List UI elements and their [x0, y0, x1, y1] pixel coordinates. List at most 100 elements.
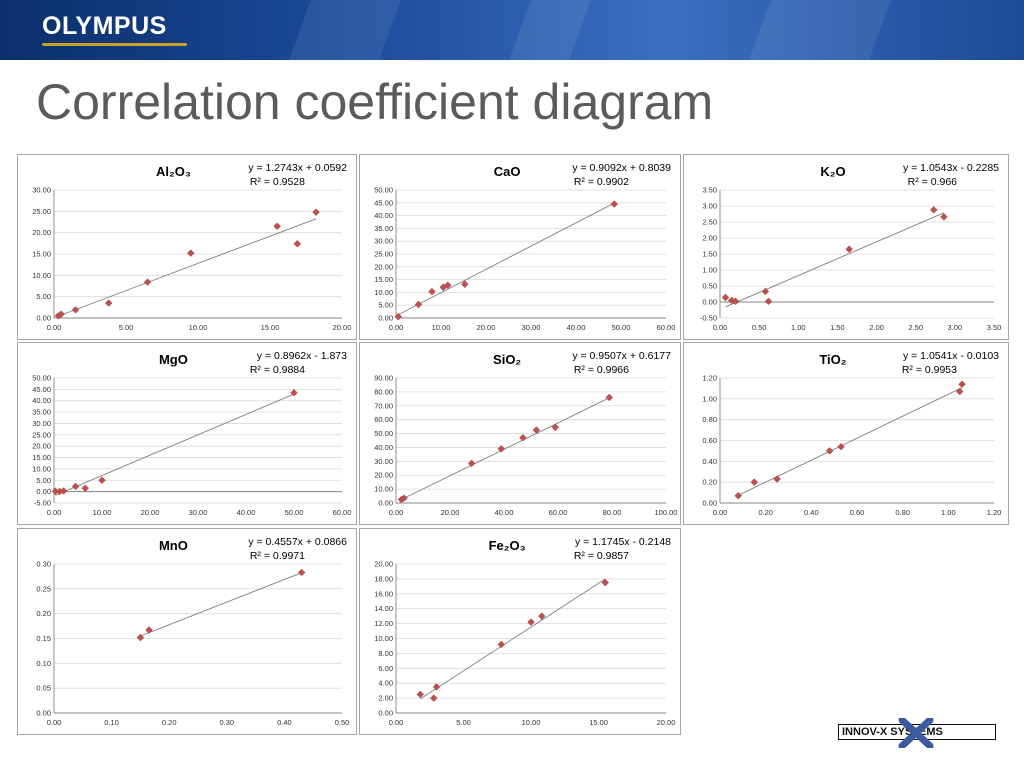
- data-point: [551, 423, 560, 432]
- x-tick-label: 40.00: [495, 508, 514, 517]
- trendline-equation: y = 1.0543x - 0.2285: [903, 162, 999, 174]
- y-tick-label: 1.20: [702, 374, 717, 383]
- y-tick-label: 20.00: [374, 262, 393, 271]
- x-tick-label: 10.00: [93, 508, 112, 517]
- banner-stripe: [289, 0, 401, 60]
- chart-title: Al₂O₃: [156, 164, 191, 179]
- x-tick-label: 0.80: [895, 508, 910, 517]
- y-tick-label: 30.00: [374, 457, 393, 466]
- chart-frame: [17, 154, 357, 340]
- x-tick-label: 15.00: [261, 323, 280, 332]
- x-tick-label: 0.00: [47, 323, 62, 332]
- y-tick-label: 10.00: [32, 271, 51, 280]
- y-tick-label: 30.00: [32, 419, 51, 428]
- x-tick-label: 20.00: [657, 718, 676, 727]
- data-point: [394, 312, 403, 321]
- trendline: [55, 393, 295, 496]
- x-tick-label: 0.00: [47, 508, 62, 517]
- x-tick-label: 30.00: [189, 508, 208, 517]
- y-tick-label: 16.00: [374, 589, 393, 598]
- y-tick-label: 5.00: [378, 301, 393, 310]
- x-tick-label: 0.50: [335, 718, 350, 727]
- x-tick-label: 2.00: [869, 323, 884, 332]
- chart-title: K₂O: [820, 164, 845, 179]
- x-tick-label: 0.50: [752, 323, 767, 332]
- chart-panel-mno: MnO y = 0.4557x + 0.0866 R² = 0.9971 0.00 0.…: [17, 528, 357, 735]
- y-tick-label: 50.00: [374, 186, 393, 195]
- x-tick-label: 0.60: [850, 508, 865, 517]
- y-tick-label: 8.00: [378, 649, 393, 658]
- data-point: [610, 200, 619, 208]
- data-point: [773, 475, 781, 483]
- y-tick-label: 45.00: [374, 198, 393, 207]
- y-tick-label: 70.00: [374, 401, 393, 410]
- x-tick-label: 1.50: [830, 323, 845, 332]
- y-tick-label: 15.00: [32, 453, 51, 462]
- trendline-equation: y = 0.4557x + 0.0866: [248, 536, 347, 548]
- y-tick-label: 40.00: [374, 211, 393, 220]
- y-tick-label: 10.00: [374, 485, 393, 494]
- y-tick-label: 0.50: [702, 282, 717, 291]
- data-point: [825, 447, 834, 455]
- y-tick-label: 5.00: [36, 476, 51, 485]
- x-tick-label: 0.00: [389, 508, 404, 517]
- trendline-equation: y = 1.2743x + 0.0592: [248, 162, 347, 174]
- y-tick-label: 0.20: [702, 478, 717, 487]
- x-tick-label: 3.00: [948, 323, 963, 332]
- y-tick-label: 10.00: [374, 634, 393, 643]
- data-point: [143, 278, 152, 286]
- y-tick-label: 0.00: [36, 487, 51, 496]
- x-tick-label: 10.00: [189, 323, 208, 332]
- data-point: [605, 393, 614, 402]
- y-tick-label: 25.00: [32, 207, 51, 216]
- data-point: [187, 249, 195, 257]
- chart-title: MnO: [159, 538, 188, 553]
- y-tick-label: 0.00: [36, 709, 51, 718]
- y-tick-label: 0.10: [36, 659, 51, 668]
- trendline: [398, 202, 615, 316]
- data-point: [400, 494, 408, 502]
- trendline: [140, 572, 302, 637]
- data-point: [273, 222, 281, 231]
- x-mark-shape: [898, 718, 934, 748]
- x-tick-label: 3.50: [987, 323, 1002, 332]
- data-point: [955, 387, 964, 396]
- data-point: [527, 618, 535, 626]
- x-tick-label: 60.00: [657, 323, 676, 332]
- y-tick-label: 50.00: [374, 429, 393, 438]
- y-tick-label: 20.00: [32, 442, 51, 451]
- header-banner: OLYMPUS: [0, 0, 1024, 60]
- x-tick-label: 0.20: [758, 508, 773, 517]
- chart-panel-fe2o3: Fe₂O₃ y = 1.1745x - 0.2148 R² = 0.9857 0.00…: [359, 528, 681, 735]
- data-point: [940, 213, 948, 221]
- x-tick-label: 80.00: [603, 508, 622, 517]
- data-point: [416, 690, 425, 699]
- chart-frame: [683, 342, 1009, 525]
- r-squared-label: R² = 0.9884: [250, 364, 305, 376]
- chart-cao: CaO y = 0.9092x + 0.8039 R² = 0.9902 0.00 5.…: [359, 154, 681, 340]
- chart-frame: [17, 528, 357, 735]
- y-tick-label: 25.00: [374, 250, 393, 259]
- chart-panel-mgo: MgO y = 0.8962x - 1.873 R² = 0.9884 -5.00 0.…: [17, 342, 357, 525]
- y-tick-label: 3.00: [702, 202, 717, 211]
- chart-frame: [359, 528, 681, 735]
- y-tick-label: 2.00: [702, 234, 717, 243]
- banner-stripe: [509, 0, 591, 60]
- y-tick-label: 1.00: [702, 394, 717, 403]
- x-tick-label: 50.00: [612, 323, 631, 332]
- y-tick-label: 60.00: [374, 415, 393, 424]
- y-tick-label: 1.00: [702, 266, 717, 275]
- chart-title: Fe₂O₃: [489, 538, 526, 553]
- data-point: [519, 433, 527, 442]
- data-point: [497, 640, 506, 649]
- trendline-equation: y = 0.9092x + 0.8039: [572, 162, 671, 174]
- y-tick-label: 10.00: [374, 288, 393, 297]
- data-point: [430, 694, 438, 702]
- olympus-logo-underline: [42, 43, 187, 46]
- y-tick-label: 20.00: [374, 560, 393, 569]
- x-tick-label: 40.00: [237, 508, 256, 517]
- data-point: [414, 300, 423, 309]
